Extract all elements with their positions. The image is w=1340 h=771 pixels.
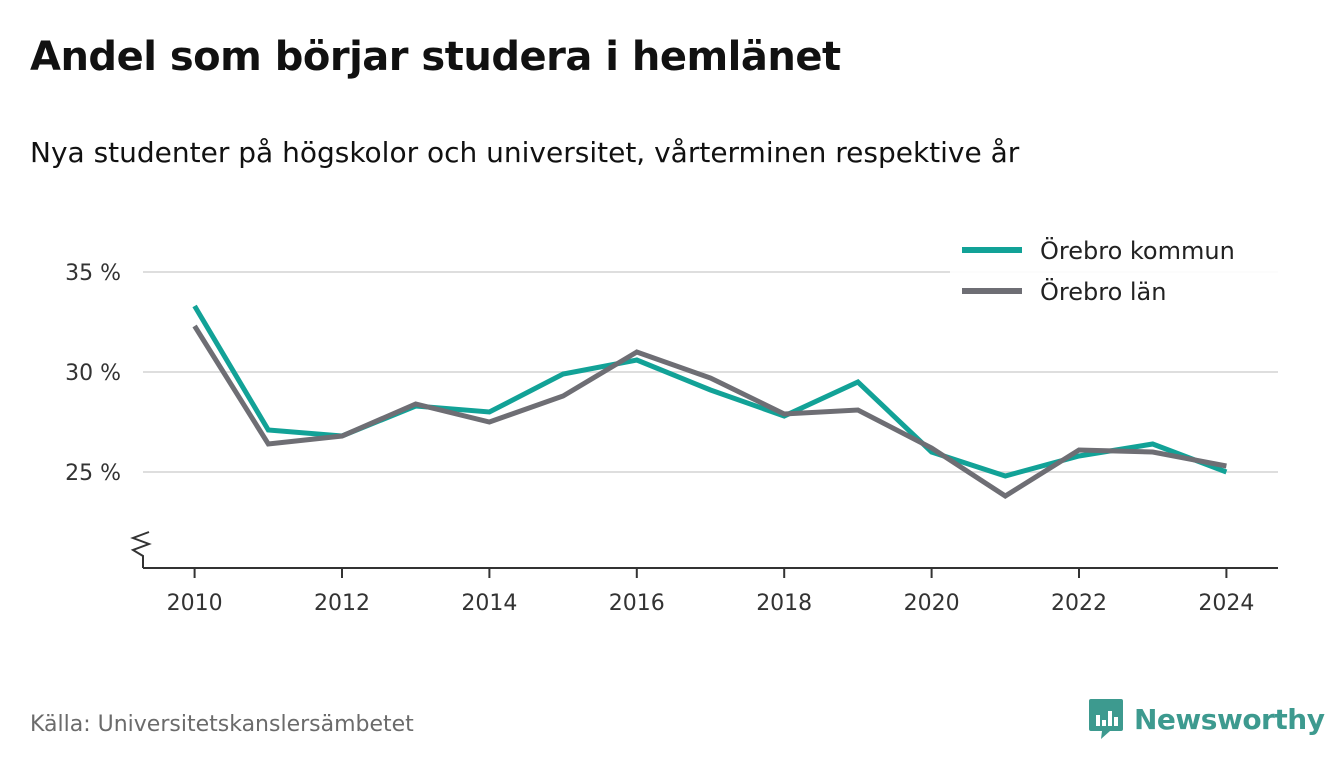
y-tick-label: 25 %	[65, 461, 121, 486]
legend-background	[950, 230, 1280, 312]
legend-label: Örebro län	[1040, 277, 1166, 306]
brand-logo: Newsworthy	[1088, 697, 1325, 741]
chart-subtitle: Nya studenter på högskolor och universit…	[30, 136, 1020, 169]
y-tick-label: 30 %	[65, 361, 121, 386]
x-tick-label: 2024	[1198, 591, 1254, 616]
legend-label: Örebro kommun	[1040, 236, 1235, 265]
chart-title: Andel som börjar studera i hemlänet	[30, 34, 841, 80]
source-note: Källa: Universitetskanslersämbetet	[30, 712, 414, 737]
series-line-orebro-kommun	[192, 304, 1228, 479]
axes: 25 % 30 % 35 % 2010 2012 2014 2016 2018 2020 2022…	[65, 261, 1278, 616]
brand-name: Newsworthy	[1134, 702, 1325, 736]
line-chart: 25 % 30 % 35 % 2010 2012 2014 2016 2018 2020 2022…	[65, 230, 1280, 616]
series-line-orebro-lan	[192, 324, 1227, 499]
x-tick-label: 2020	[904, 591, 960, 616]
x-tick-label: 2016	[609, 591, 665, 616]
newsworthy-logo-icon	[1089, 699, 1123, 739]
x-tick-label: 2012	[314, 591, 370, 616]
legend: Örebro kommun Örebro län	[950, 230, 1280, 312]
series-lines	[192, 304, 1228, 499]
x-tick-label: 2022	[1051, 591, 1107, 616]
y-tick-label: 35 %	[65, 261, 121, 286]
x-tick-label: 2014	[461, 591, 517, 616]
x-tick-label: 2018	[756, 591, 812, 616]
x-tick-label: 2010	[167, 591, 223, 616]
y-axis-break-icon	[130, 531, 152, 568]
